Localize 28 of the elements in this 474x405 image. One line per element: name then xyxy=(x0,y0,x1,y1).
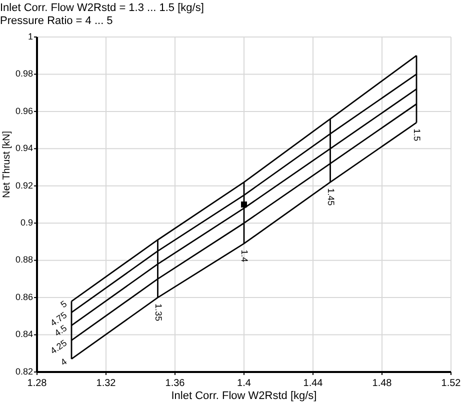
x-tick-label: 1.4 xyxy=(237,378,252,389)
text: 5 xyxy=(58,298,69,310)
x-axis-title: Inlet Corr. Flow W2Rstd [kg/s] xyxy=(171,390,317,402)
x-tick-label: 1.48 xyxy=(372,378,392,389)
x-tick-label: 1.28 xyxy=(27,378,48,389)
y-tick-label: 1 xyxy=(28,31,33,42)
y-axis-title: Net Thrust [kN] xyxy=(2,130,13,198)
text: 1.4 xyxy=(240,250,250,262)
y-tick-label: 0.9 xyxy=(20,217,33,228)
text: 1.45 xyxy=(326,188,336,206)
y-tick-label: 0.92 xyxy=(15,180,33,190)
x-tick-label: 1.36 xyxy=(165,378,186,389)
text: 1.35 xyxy=(153,304,164,322)
y-tick-label: 0.88 xyxy=(15,254,33,265)
x-tick-label: 1.44 xyxy=(303,378,324,389)
text: 4.25 xyxy=(48,338,69,356)
text: 4 xyxy=(58,356,69,368)
x-tick-label: 1.52 xyxy=(441,378,462,389)
x-tick-label: 1.32 xyxy=(96,378,116,389)
y-tick-label: 0.86 xyxy=(15,292,33,302)
y-tick-label: 0.96 xyxy=(15,106,33,116)
y-tick-label: 0.94 xyxy=(15,143,33,154)
text: 1.5 xyxy=(412,128,422,142)
chart-title: Inlet Corr. Flow W2Rstd = 1.3 ... 1.5 [kg/s] xyxy=(0,2,204,14)
y-tick-label: 0.98 xyxy=(15,68,33,79)
chart-subtitle: Pressure Ratio = 4 ... 5 xyxy=(0,15,113,27)
y-tick-label: 0.84 xyxy=(15,329,33,340)
y-tick-label: 0.82 xyxy=(15,366,33,376)
